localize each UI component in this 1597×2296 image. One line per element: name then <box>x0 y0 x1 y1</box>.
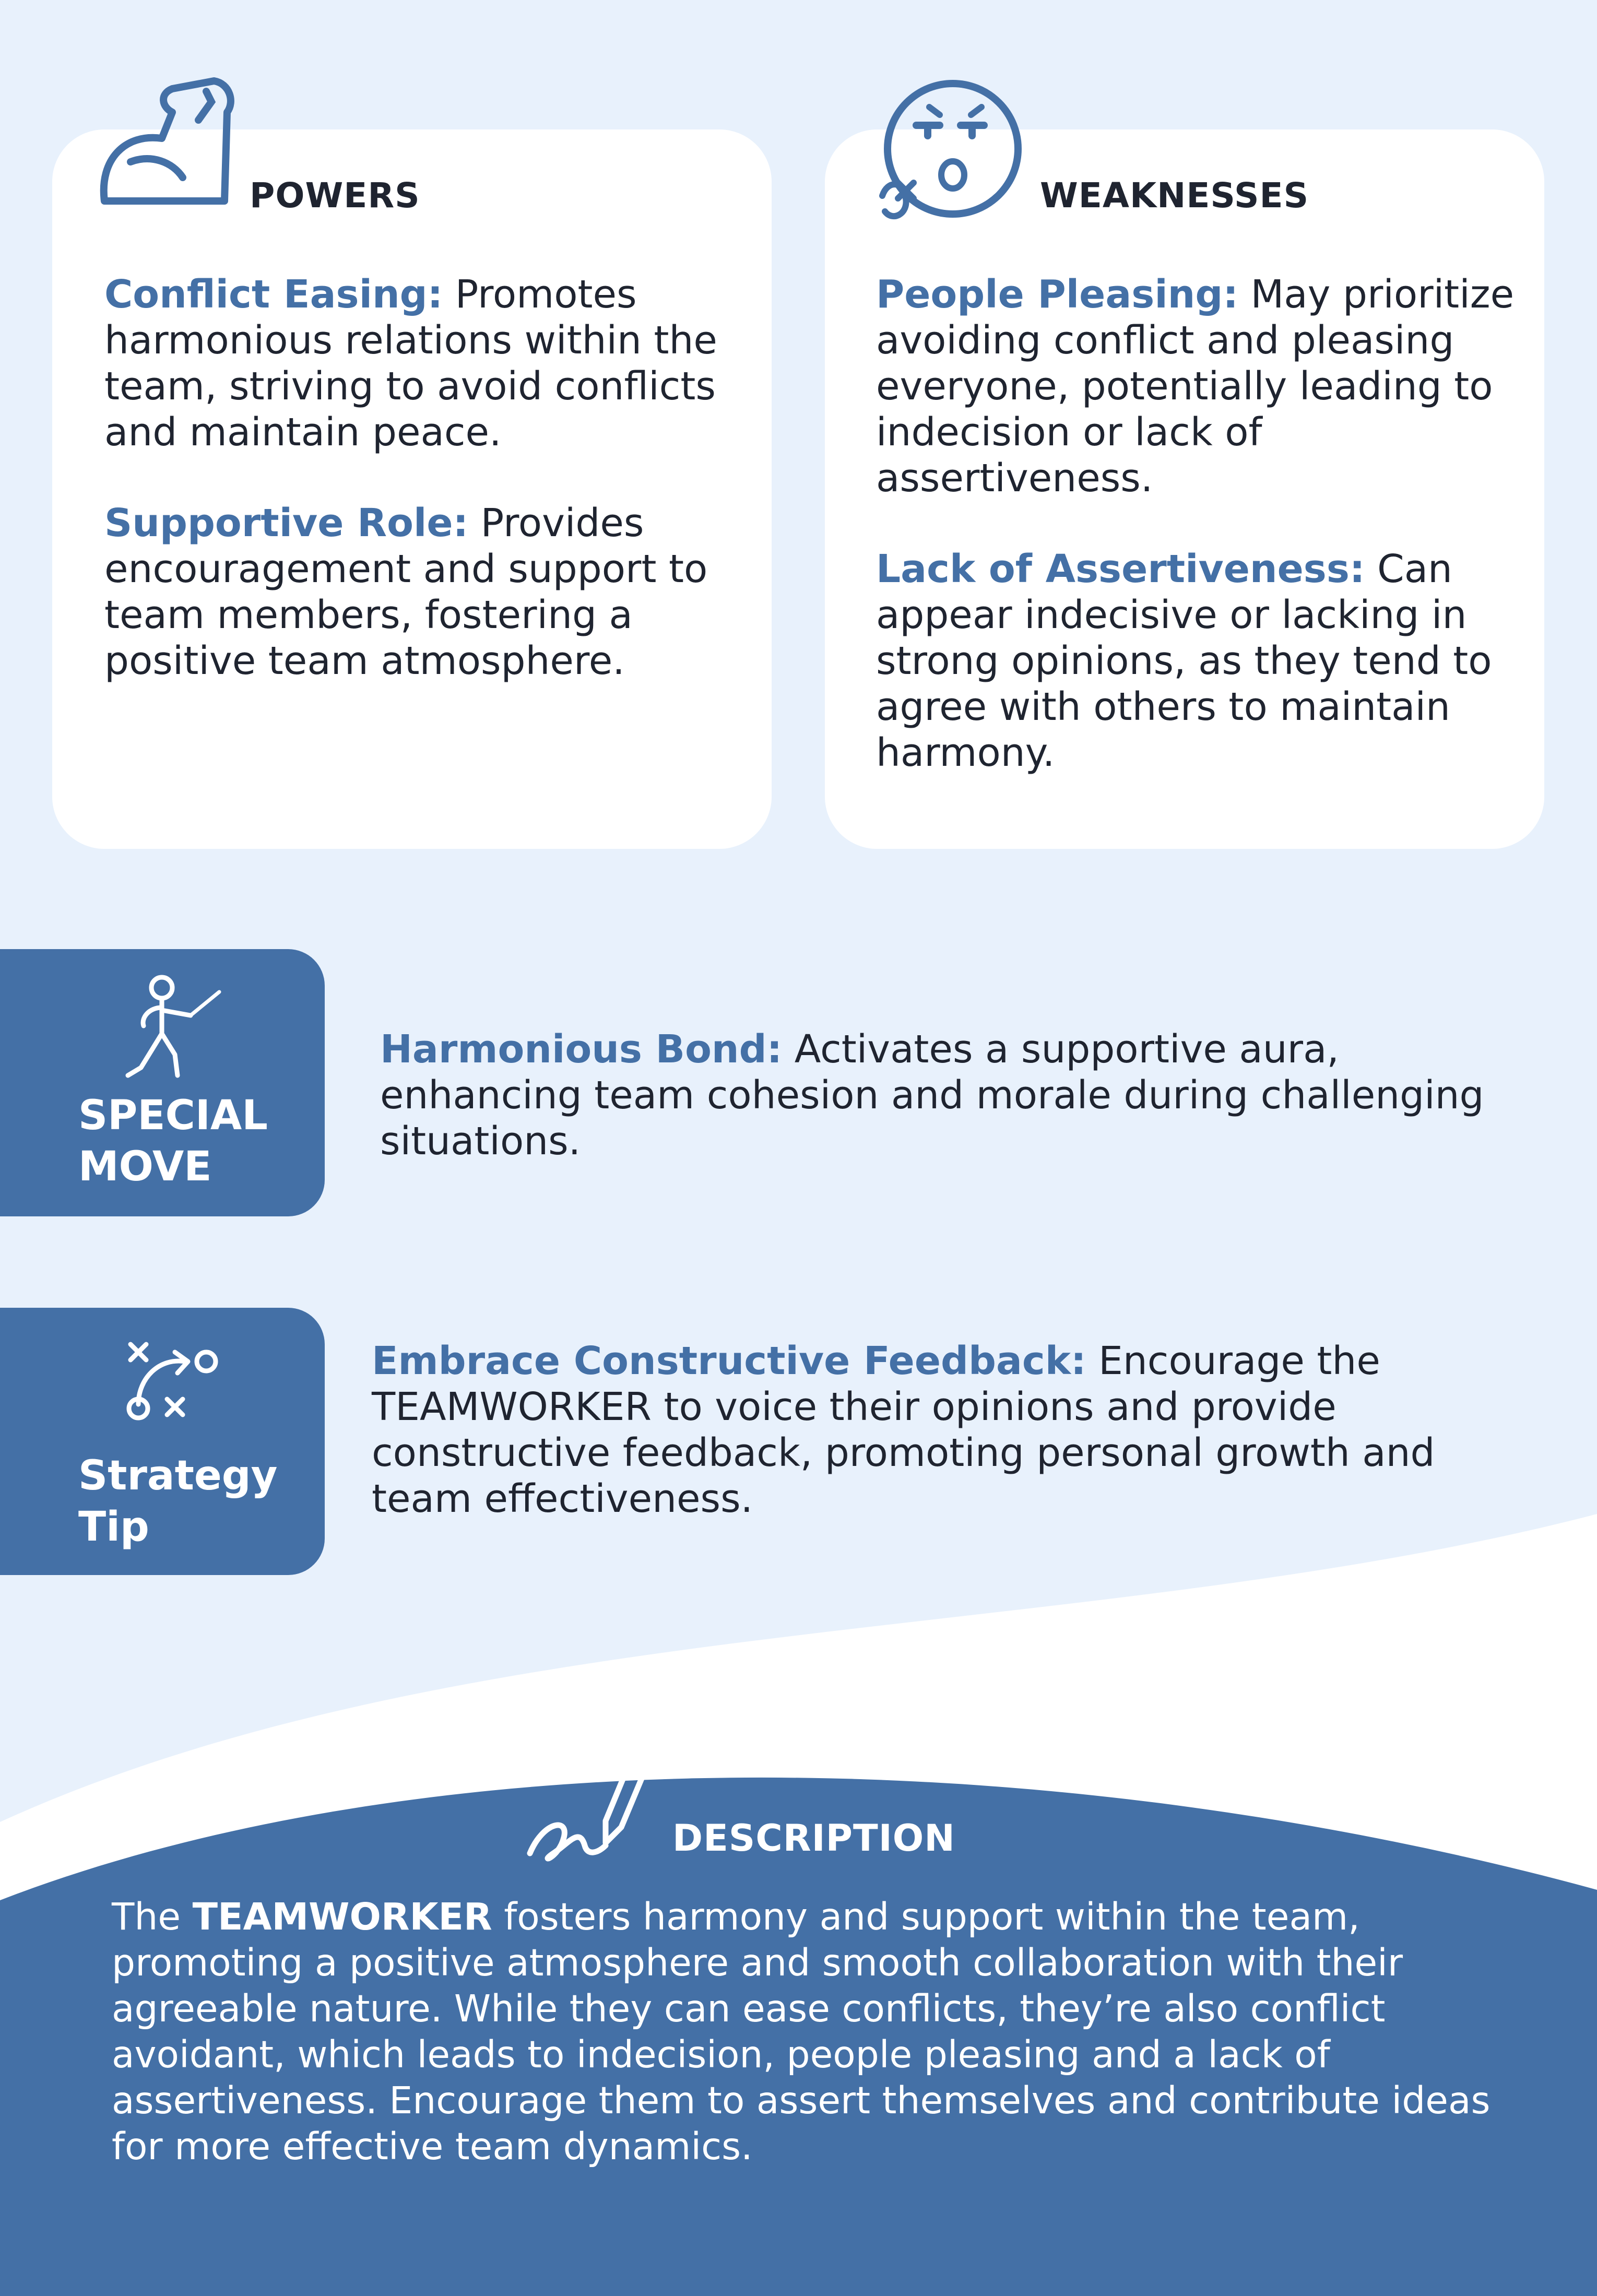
special-move-label-line2: MOVE <box>78 1143 212 1190</box>
strategy-play-icon <box>126 1342 218 1421</box>
special-move-label: SPECIAL MOVE <box>78 1090 268 1192</box>
description-text: fosters harmony and support within the t… <box>112 1895 1490 2168</box>
flexed-arm-icon <box>100 77 234 205</box>
anxious-face-icon <box>879 80 1022 220</box>
weaknesses-item-term: Lack of Assertiveness: <box>876 547 1365 591</box>
powers-title: POWERS <box>250 175 420 216</box>
powers-list: Conflict Easing: Promotes harmonious rel… <box>104 271 736 729</box>
pen-signature-icon <box>527 1698 671 1862</box>
weaknesses-item-term: People Pleasing: <box>876 272 1238 317</box>
weaknesses-item-people-pleasing: People Pleasing: May prioritize avoiding… <box>876 271 1523 501</box>
weaknesses-card <box>825 129 1544 849</box>
description-body: The TEAMWORKER fosters harmony and suppo… <box>112 1894 1521 2170</box>
powers-item-conflict-easing: Conflict Easing: Promotes harmonious rel… <box>104 271 736 455</box>
special-move-tab <box>0 949 325 1216</box>
powers-item-term: Supportive Role: <box>104 501 469 546</box>
special-move-text: Harmonious Bond: Activates a supportive … <box>380 1026 1539 1164</box>
weaknesses-item-lack-of-assertiveness: Lack of Assertiveness: Can appear indeci… <box>876 546 1523 776</box>
special-move-term: Harmonious Bond: <box>380 1027 783 1072</box>
strategy-tip-label-line1: Strategy <box>78 1452 278 1499</box>
description-prefix: The <box>112 1895 193 1938</box>
fencer-icon <box>125 975 221 1078</box>
strategy-tip-label-line2: Tip <box>78 1504 149 1551</box>
strategy-tip-text: Embrace Constructive Feedback: Encourage… <box>372 1338 1499 1522</box>
weaknesses-item-text: Can appear indecisive or lacking in stro… <box>876 547 1492 775</box>
description-highlight: TEAMWORKER <box>192 1895 492 1938</box>
special-move-label-line1: SPECIAL <box>78 1092 268 1139</box>
powers-item-supportive-role: Supportive Role: Provides encouragement … <box>104 500 736 684</box>
strategy-tip-description: Encourage the TEAMWORKER to voice their … <box>372 1339 1435 1521</box>
powers-item-text: Provides encouragement and support to te… <box>104 501 708 683</box>
strategy-tip-term: Embrace Constructive Feedback: <box>372 1339 1086 1383</box>
weaknesses-item-text: May prioritize avoiding conflict and ple… <box>876 272 1515 501</box>
strategy-tip-tab <box>0 1308 325 1575</box>
powers-item-term: Conflict Easing: <box>104 272 443 317</box>
weaknesses-title: WEAKNESSES <box>1040 175 1309 216</box>
special-move-description: Activates a supportive aura, enhancing t… <box>380 1027 1484 1164</box>
description-title: DESCRIPTION <box>672 1817 955 1860</box>
weaknesses-list: People Pleasing: May prioritize avoiding… <box>876 271 1523 821</box>
strategy-tip-label: Strategy Tip <box>78 1450 277 1553</box>
powers-card <box>52 129 772 849</box>
powers-item-text: Promotes harmonious relations within the… <box>104 272 717 455</box>
